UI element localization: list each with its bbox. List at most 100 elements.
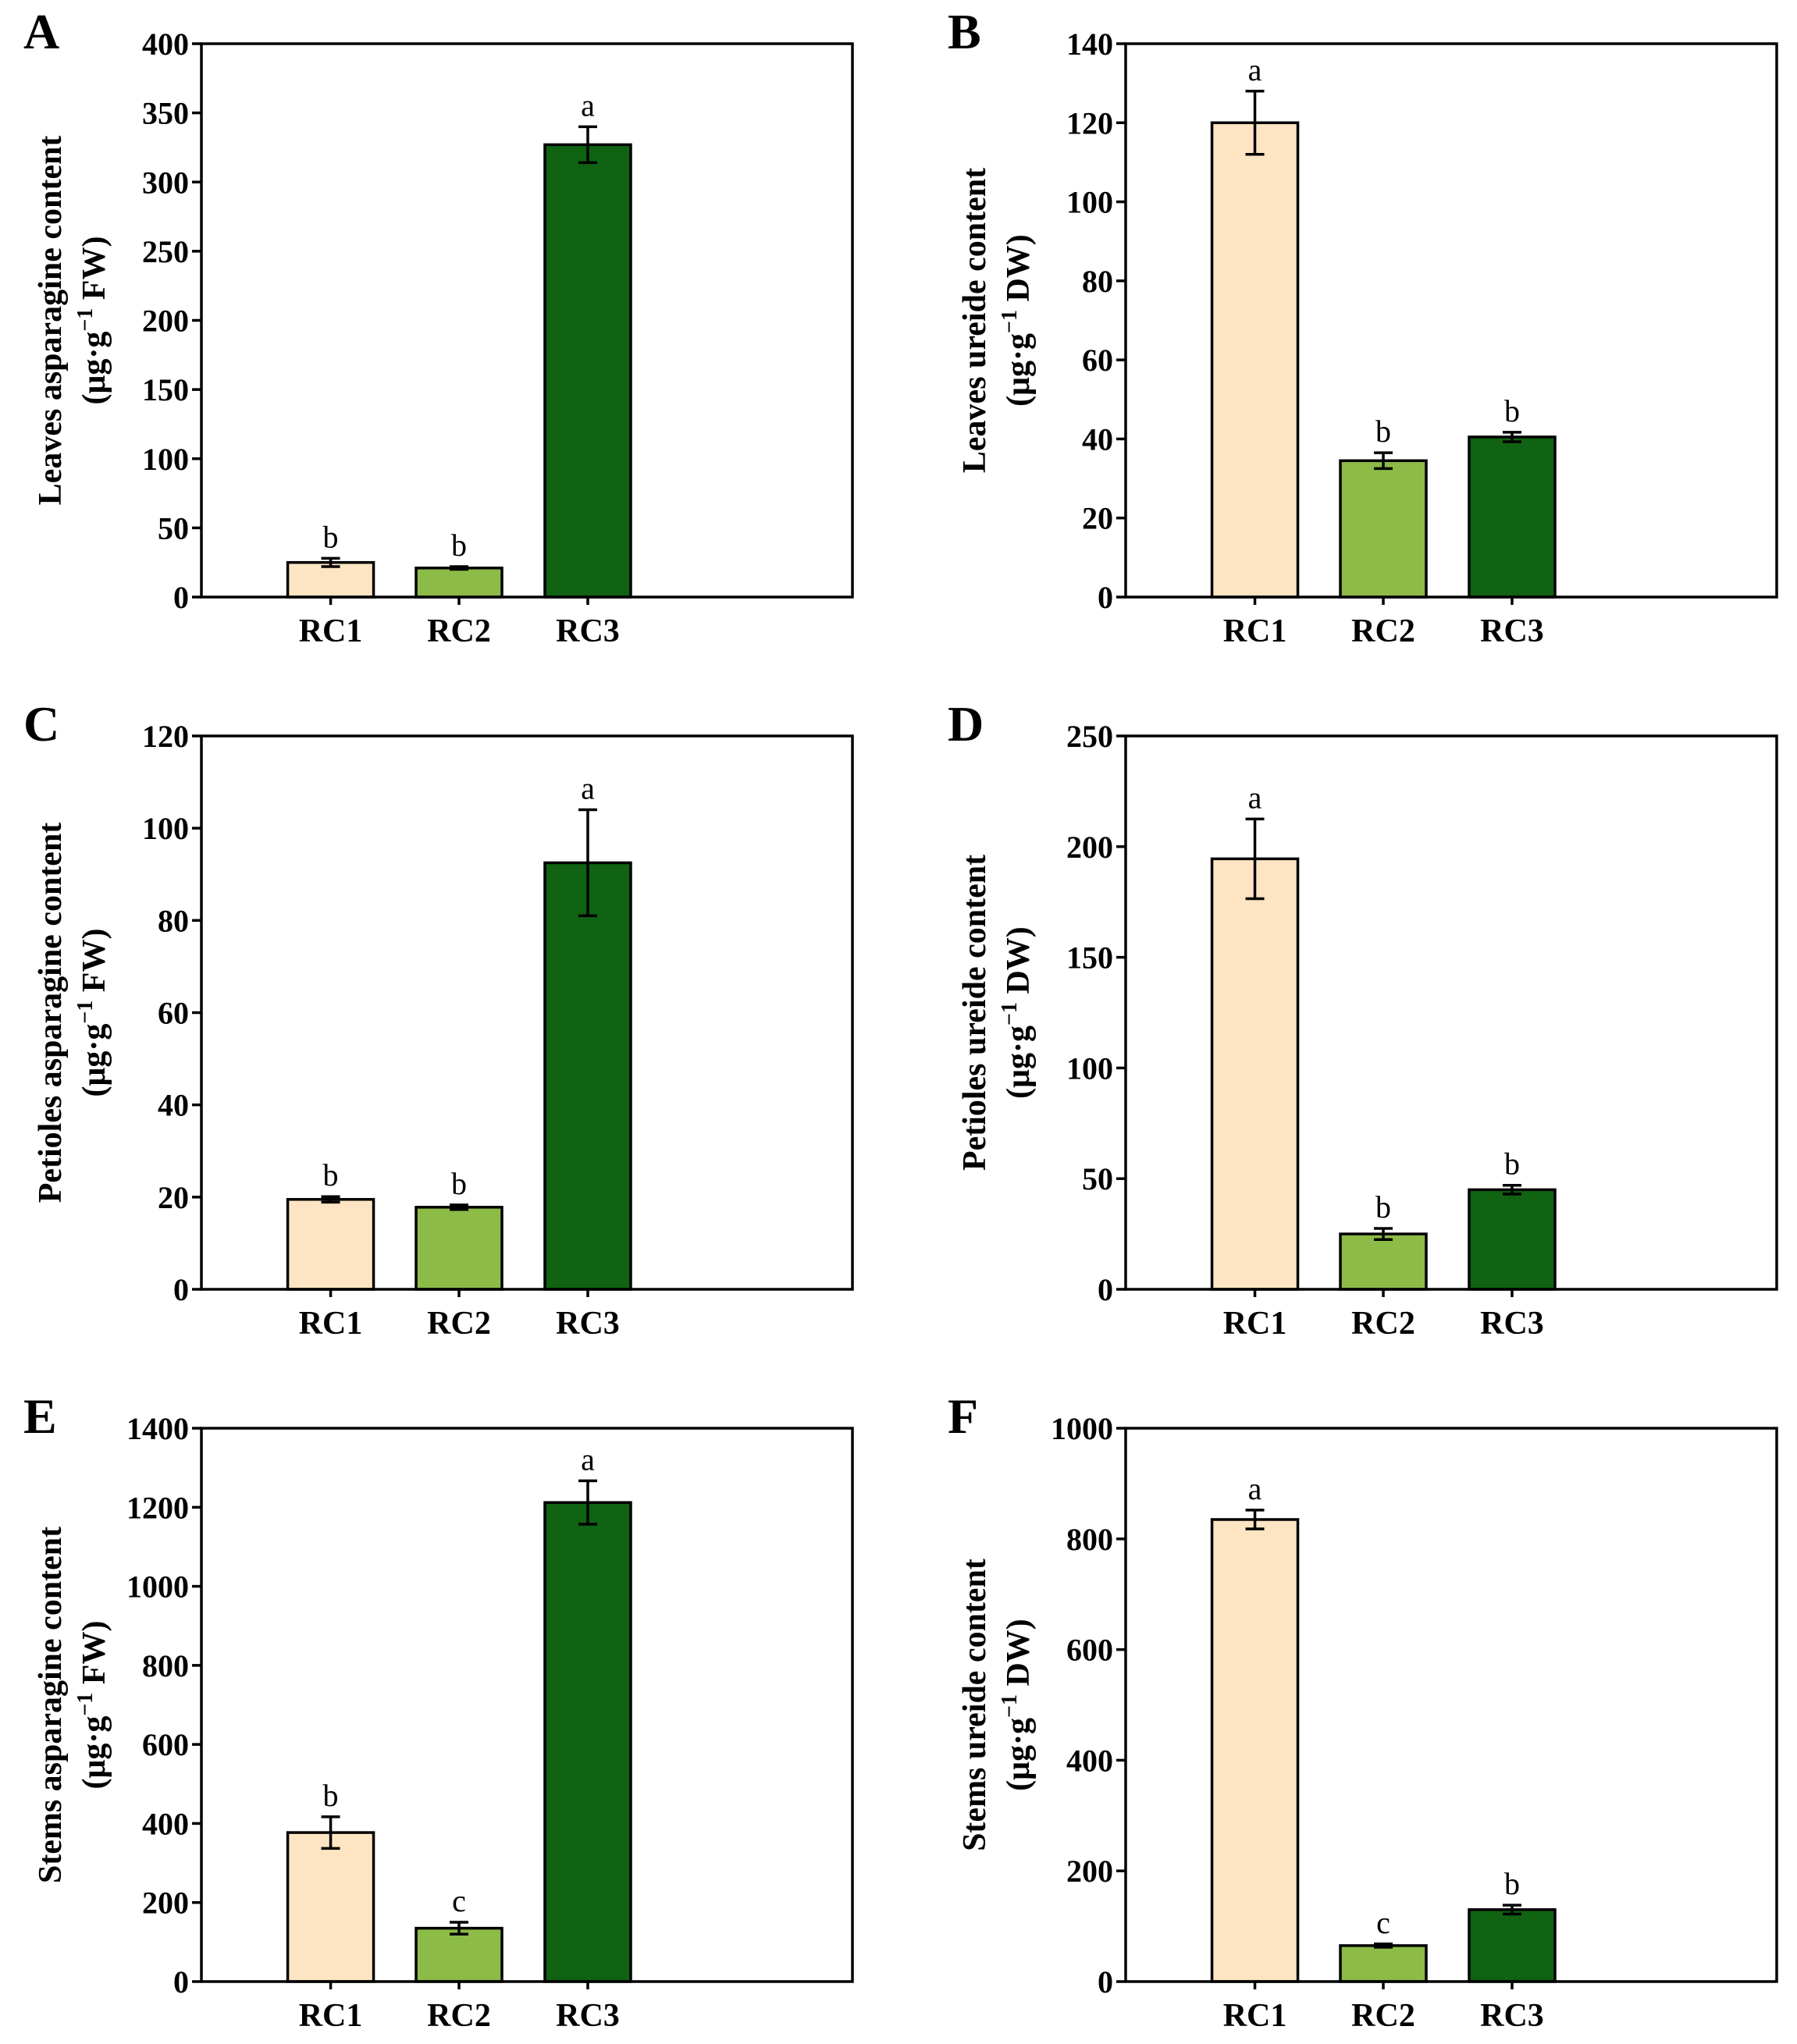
x-tick-label-e-rc1: RC1 [299, 1998, 363, 2034]
x-tick-label-f-rc3: RC3 [1480, 1998, 1544, 2034]
panel-letter-d: D [948, 696, 984, 752]
y-unit-pre-e: (μg·g [77, 1716, 112, 1790]
y-tick-label-d-150: 150 [1066, 940, 1113, 976]
error-bar-c-rc2 [450, 1203, 469, 1211]
y-axis-label-line2-a: (μg·g−1 FW) [73, 236, 112, 405]
sig-label-c-rc1: b [323, 1157, 339, 1193]
sig-label-b-rc2: b [1375, 414, 1391, 449]
y-axis-label-e: Stems asparagine content (μg·g−1 FW) [33, 1527, 112, 1883]
error-bar-f-rc2 [1374, 1943, 1393, 1949]
error-bar-e-rc2 [450, 1921, 469, 1936]
panel-letter-f: F [948, 1388, 978, 1444]
y-unit-post-c: FW) [77, 929, 112, 1001]
y-tick-label-c-0: 0 [173, 1272, 189, 1307]
panel-letter-e: E [23, 1388, 57, 1444]
y-tick-label-d-250: 250 [1066, 719, 1113, 754]
error-bar-c-rc1 [321, 1195, 340, 1204]
error-bar-b-rc2 [1374, 451, 1393, 471]
y-tick-label-b-100: 100 [1066, 185, 1113, 220]
y-unit-post-b: DW) [1001, 234, 1037, 310]
y-axis-label-line2-e: (μg·g−1 FW) [73, 1621, 112, 1790]
bar-d-rc1 [1210, 857, 1300, 1291]
sig-label-f-rc3: b [1504, 1866, 1520, 1901]
x-tick-label-e-rc3: RC3 [556, 1998, 620, 2034]
y-axis-label-line2-f: (μg·g−1 DW) [998, 1619, 1037, 1791]
sig-label-c-rc2: b [451, 1166, 467, 1201]
axis-frame-c [200, 734, 854, 1291]
y-axis-label-line1-b: Leaves ureide content [957, 168, 993, 473]
y-tick-label-c-40: 40 [158, 1088, 189, 1123]
error-bar-a-rc3 [578, 125, 597, 165]
y-axis-label-line1-e: Stems asparagine content [33, 1527, 69, 1883]
error-bar-a-rc2 [450, 565, 469, 571]
bar-c-rc3 [543, 861, 632, 1291]
error-bar-e-rc3 [578, 1479, 597, 1526]
panel-d: Da RC1 b RC2 b RC3 0 50 100 150 200 250 Petioles ure… [948, 696, 1778, 1342]
y-unit-sup-a: −1 [73, 308, 98, 332]
bar-e-rc3 [543, 1501, 632, 1983]
y-tick-label-c-120: 120 [142, 719, 189, 754]
y-axis-label-b: Leaves ureide content (μg·g−1 DW) [957, 168, 1037, 473]
y-tick-label-e-800: 800 [142, 1648, 189, 1683]
axis-frame-e [200, 1427, 854, 1983]
y-tick-label-e-200: 200 [142, 1886, 189, 1921]
axis-frame-d [1124, 734, 1778, 1291]
y-tick-label-b-40: 40 [1082, 421, 1113, 457]
y-tick-label-a-0: 0 [173, 580, 189, 615]
y-tick-label-f-600: 600 [1066, 1633, 1113, 1668]
panel-c: Cb RC1 b RC2 a RC3 0 20 40 60 80 100 120 Petioles asp… [23, 696, 854, 1342]
error-bar-f-rc1 [1245, 1509, 1265, 1530]
x-tick-label-b-rc3: RC3 [1480, 613, 1544, 649]
x-tick-label-f-rc2: RC2 [1351, 1998, 1415, 2034]
sig-label-b-rc3: b [1504, 393, 1520, 428]
y-tick-label-a-400: 400 [142, 27, 189, 62]
y-tick-label-a-200: 200 [142, 304, 189, 339]
y-tick-label-b-140: 140 [1066, 27, 1113, 62]
bar-d-rc2 [1339, 1232, 1428, 1291]
sig-label-e-rc3: a [581, 1441, 595, 1477]
y-tick-label-a-250: 250 [142, 234, 189, 269]
error-bar-e-rc1 [321, 1815, 340, 1850]
y-unit-post-a: FW) [77, 236, 112, 308]
y-tick-label-d-200: 200 [1066, 830, 1113, 865]
error-bar-d-rc1 [1245, 817, 1265, 901]
y-tick-label-e-1400: 1400 [126, 1411, 189, 1446]
y-unit-sup-e: −1 [73, 1693, 98, 1716]
y-tick-label-e-600: 600 [142, 1727, 189, 1762]
error-bar-b-rc1 [1245, 90, 1265, 156]
sig-label-d-rc3: b [1504, 1146, 1520, 1182]
sig-label-a-rc2: b [451, 528, 467, 563]
y-axis-label-c: Petioles asparagine content (μg·g−1 FW) [33, 823, 112, 1203]
y-axis-label-line2-d: (μg·g−1 DW) [998, 926, 1037, 1099]
panel-f: Fa RC1 c RC2 b RC3 0 200 400 600 800 1000 Stems urei… [948, 1388, 1778, 2034]
bar-a-rc3 [543, 143, 632, 599]
y-tick-label-f-400: 400 [1066, 1743, 1113, 1778]
x-tick-label-a-rc3: RC3 [556, 613, 620, 649]
y-axis-label-f: Stems ureide content (μg·g−1 DW) [957, 1559, 1037, 1851]
y-axis-label-line1-a: Leaves asparagine content [33, 136, 69, 506]
bar-b-rc2 [1339, 459, 1428, 599]
bar-f-rc3 [1468, 1908, 1557, 1983]
y-axis-label-line2-b: (μg·g−1 DW) [998, 234, 1037, 407]
y-axis-label-line2-c: (μg·g−1 FW) [73, 929, 112, 1097]
y-tick-label-a-50: 50 [158, 510, 189, 546]
y-tick-label-c-20: 20 [158, 1180, 189, 1215]
y-axis-label-line1-d: Petioles ureide content [957, 855, 993, 1171]
axis-frame-a [200, 42, 854, 599]
sig-label-d-rc2: b [1375, 1189, 1391, 1225]
sig-label-e-rc1: b [323, 1778, 339, 1813]
y-unit-pre-f: (μg·g [1001, 1718, 1037, 1791]
x-tick-label-b-rc2: RC2 [1351, 613, 1415, 649]
panel-e: Eb RC1 c RC2 a RC3 0 200 400 600 800 1000 1200 1400 St… [23, 1388, 854, 2034]
y-tick-label-c-100: 100 [142, 811, 189, 846]
y-unit-sup-b: −1 [998, 310, 1022, 333]
y-tick-label-a-100: 100 [142, 442, 189, 477]
x-tick-label-c-rc2: RC2 [427, 1306, 491, 1342]
x-tick-label-a-rc1: RC1 [299, 613, 363, 649]
y-tick-label-f-200: 200 [1066, 1854, 1113, 1889]
bar-e-rc2 [415, 1926, 504, 1983]
sig-label-c-rc3: a [581, 771, 595, 806]
y-tick-label-d-0: 0 [1098, 1272, 1113, 1307]
y-unit-sup-f: −1 [998, 1694, 1022, 1718]
